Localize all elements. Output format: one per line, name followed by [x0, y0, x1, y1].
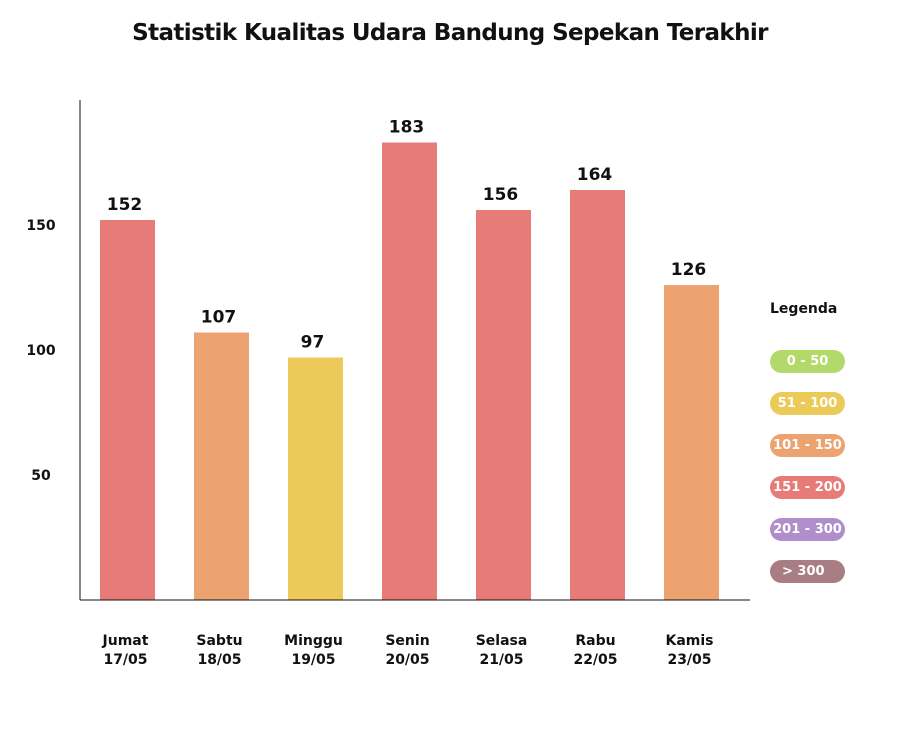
bar [664, 285, 719, 600]
x-tick-date-label: 20/05 [385, 652, 429, 668]
x-tick-day-label: Sabtu [196, 633, 242, 649]
legend-item-51-100: 51 - 100 [770, 392, 845, 415]
bar-value-label: 164 [577, 165, 613, 185]
bar-value-label: 152 [107, 195, 143, 215]
bar-value-label: 97 [301, 333, 325, 353]
legend-item-101-150: 101 - 150 [770, 434, 845, 457]
bars-group [100, 142, 719, 600]
legend-item-0-50: 0 - 50 [770, 350, 845, 373]
bar [476, 210, 531, 600]
x-tick-day-label: Jumat [102, 633, 149, 649]
y-tick-label: 150 [26, 218, 55, 234]
value-labels-group: 152 107 97 183 156 164 126 [107, 118, 707, 353]
x-axis-labels: Jumat 17/05 Sabtu 18/05 Minggu 19/05 Senin 20/0… [102, 633, 714, 668]
x-tick-day-label: Kamis [665, 633, 713, 649]
x-tick-day-label: Selasa [476, 633, 528, 649]
bar [570, 190, 625, 600]
bar-value-label: 126 [671, 260, 707, 280]
legend-item-201-300: 201 - 300 [770, 518, 845, 541]
x-tick-day-label: Minggu [284, 633, 343, 649]
x-tick-date-label: 18/05 [197, 652, 241, 668]
x-tick-day-label: Rabu [575, 633, 615, 649]
x-tick-date-label: 22/05 [573, 652, 617, 668]
chart-title: Statistik Kualitas Udara Bandung Sepekan… [132, 20, 768, 46]
x-tick-date-label: 19/05 [291, 652, 335, 668]
x-tick-date-label: 17/05 [103, 652, 147, 668]
bar [288, 357, 343, 600]
y-tick-label: 100 [26, 343, 55, 359]
x-tick-day-label: Senin [385, 633, 429, 649]
bar [382, 142, 437, 600]
legend-item-151-200: 151 - 200 [770, 476, 845, 499]
legend-title: Legenda [770, 301, 838, 317]
bar [100, 220, 155, 600]
bar-value-label: 183 [389, 118, 425, 138]
y-axis-ticks: 50 100 150 [26, 218, 55, 484]
bar-value-label: 107 [201, 308, 237, 328]
legend-item-over-300: > 300 [770, 560, 845, 583]
y-tick-label: 50 [31, 468, 51, 484]
bar-value-label: 156 [483, 185, 519, 205]
x-tick-date-label: 21/05 [479, 652, 523, 668]
x-tick-date-label: 23/05 [667, 652, 711, 668]
bar [194, 332, 249, 600]
